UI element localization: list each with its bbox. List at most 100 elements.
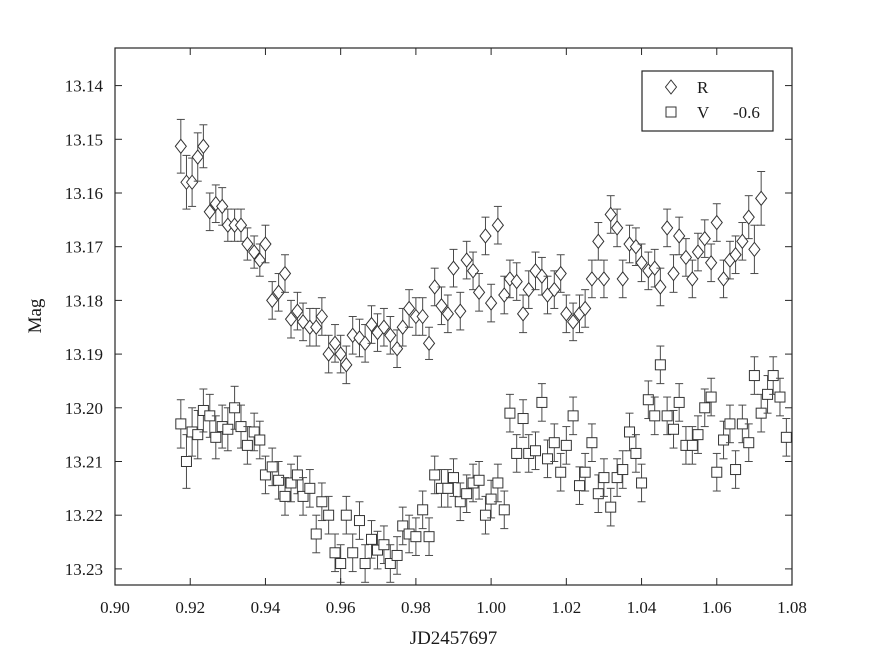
data-point-V: [724, 418, 736, 430]
data-point-V: [259, 469, 271, 481]
data-point-V: [340, 509, 352, 521]
data-point-V: [485, 493, 497, 505]
data-point-R: [266, 292, 279, 309]
data-point-V: [673, 396, 685, 408]
data-point-R: [234, 217, 248, 234]
data-point-R: [610, 220, 624, 236]
data-point-V: [417, 504, 429, 516]
data-point-V: [266, 461, 278, 473]
x-axis-label: JD2457697: [410, 628, 498, 649]
data-point-V: [560, 439, 572, 451]
data-point-R: [322, 346, 335, 362]
data-point-V: [241, 439, 253, 451]
data-point-V: [661, 410, 673, 422]
data-point-V: [192, 429, 204, 441]
data-point-R: [660, 220, 674, 236]
data-point-V: [517, 413, 529, 425]
data-point-R: [585, 271, 599, 287]
legend-marker-R: [664, 79, 678, 95]
data-point-R: [503, 271, 517, 287]
data-point-V: [743, 437, 755, 449]
data-point-V: [448, 472, 459, 484]
data-point-V: [567, 410, 579, 422]
legend-marker-V: [665, 106, 677, 118]
series-V: [175, 345, 792, 583]
data-point-R: [284, 311, 298, 327]
x-tick-label: 0.96: [326, 598, 356, 617]
data-point-V: [366, 533, 378, 545]
x-tick-label: 0.92: [175, 598, 205, 617]
data-point-V: [642, 394, 654, 406]
data-point-R: [191, 149, 204, 165]
data-point-V: [359, 558, 371, 570]
data-point-V: [273, 474, 285, 486]
legend-label-R: R: [697, 78, 709, 97]
data-point-V: [598, 472, 610, 484]
data-point-V: [229, 402, 241, 414]
data-point-R: [592, 233, 605, 250]
y-tick-label: 13.23: [65, 560, 103, 579]
data-point-V: [442, 482, 454, 494]
data-point-V: [384, 558, 396, 570]
data-point-V: [175, 418, 187, 430]
x-tick-label: 1.02: [551, 598, 581, 617]
data-point-V: [279, 490, 291, 502]
data-point-R: [441, 306, 454, 322]
data-point-R: [340, 357, 353, 373]
y-axis-label: Mag: [25, 298, 46, 333]
data-point-R: [635, 254, 648, 271]
data-point-R: [679, 249, 693, 266]
data-point-R: [729, 246, 742, 263]
data-point-V: [304, 482, 316, 494]
data-point-V: [573, 480, 585, 492]
data-point-R: [698, 230, 711, 247]
x-tick-label: 0.90: [100, 598, 130, 617]
legend-offset-V: -0.6: [733, 103, 760, 122]
data-point-V: [748, 370, 760, 382]
data-point-R: [416, 308, 429, 325]
x-tick-label: 1.06: [702, 598, 732, 617]
data-point-R: [197, 138, 210, 155]
data-point-R: [328, 335, 342, 352]
data-point-V: [668, 423, 680, 435]
data-point-R: [447, 260, 460, 276]
data-point-R: [535, 268, 549, 285]
data-point-V: [699, 402, 711, 414]
data-point-V: [498, 504, 510, 516]
data-point-V: [529, 445, 541, 457]
data-point-R: [216, 198, 229, 215]
data-point-R: [554, 265, 567, 282]
data-point-V: [291, 469, 303, 481]
legend: RV -0.6: [641, 70, 774, 132]
y-tick-label: 13.16: [65, 184, 103, 203]
y-tick-label: 13.14: [65, 77, 104, 96]
data-point-R: [377, 319, 391, 336]
data-point-V: [686, 439, 698, 451]
data-point-R: [460, 252, 473, 268]
data-point-V: [605, 501, 617, 513]
data-point-V: [180, 455, 192, 467]
data-point-V: [423, 531, 435, 543]
data-point-R: [479, 228, 492, 244]
data-point-V: [579, 466, 591, 478]
data-point-V: [718, 434, 730, 446]
data-point-R: [241, 236, 254, 252]
data-point-R: [315, 308, 328, 325]
data-point-R: [278, 265, 292, 282]
data-point-R: [579, 300, 592, 317]
legend-box: [641, 70, 774, 132]
data-point-V: [630, 447, 642, 459]
data-point-R: [365, 316, 378, 333]
data-point-R: [691, 244, 705, 260]
legend-entries: RV -0.6: [664, 78, 760, 122]
data-point-V: [711, 466, 723, 478]
y-tick-label: 13.20: [65, 399, 103, 418]
data-point-V: [617, 464, 629, 476]
data-point-V: [592, 488, 604, 500]
data-point-V: [511, 447, 523, 459]
data-point-R: [742, 209, 755, 225]
x-tick-label: 0.98: [401, 598, 431, 617]
data-point-R: [272, 284, 285, 301]
data-point-V: [473, 474, 485, 486]
data-point-V: [316, 496, 328, 508]
